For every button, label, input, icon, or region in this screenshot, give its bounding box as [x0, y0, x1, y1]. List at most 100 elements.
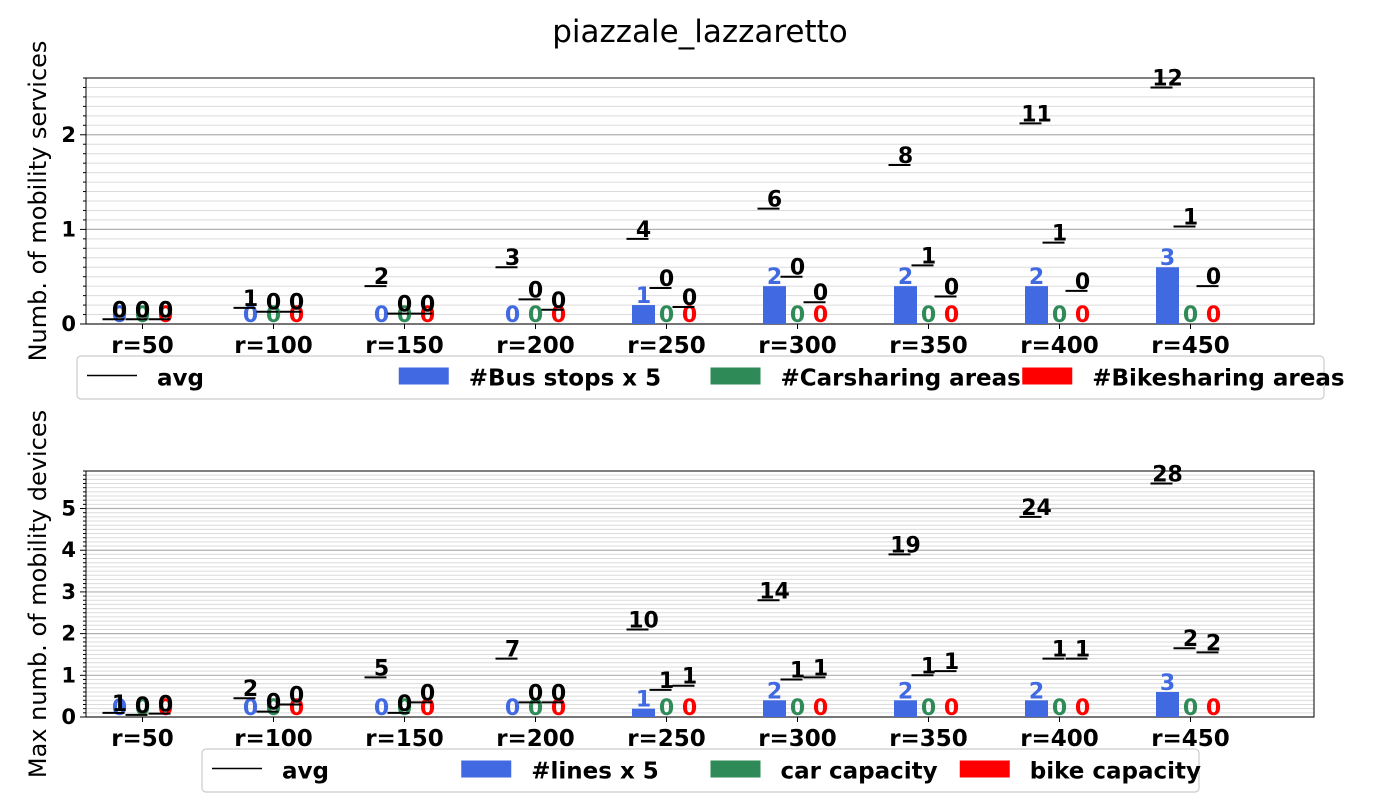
- legend-label: #Bus stops x 5: [469, 366, 661, 392]
- avg-value-label: 10: [628, 608, 659, 633]
- avg-value-label: 2: [243, 677, 258, 702]
- avg-value-label: 0: [551, 681, 566, 706]
- avg-value-label: 0: [420, 681, 435, 706]
- avg-value-label: 3: [505, 246, 520, 271]
- avg-value-label: 1: [243, 287, 258, 312]
- x-tick-label: r=250: [627, 726, 706, 752]
- y-tick-label: 2: [61, 123, 76, 147]
- avg-value-label: 8: [898, 144, 913, 169]
- x-tick-label: r=200: [496, 333, 575, 359]
- bar-value-label: 2: [767, 265, 782, 290]
- legend: avg #lines x 5 car capacity bike capacity: [201, 748, 1201, 793]
- bar: [1025, 286, 1048, 324]
- bar: [1025, 700, 1048, 717]
- y-tick-label: 5: [61, 497, 76, 521]
- legend-box: [76, 355, 1325, 400]
- bar-value-label: 0: [1052, 303, 1067, 328]
- x-tick-label: r=450: [1151, 726, 1230, 752]
- y-tick-label: 1: [61, 663, 76, 687]
- bar-value-label: 0: [528, 303, 543, 328]
- avg-value-label: 6: [767, 188, 782, 213]
- gridlines: [80, 77, 1314, 325]
- bar-value-label: 0: [289, 303, 304, 328]
- y-tick-label: 0: [61, 312, 76, 336]
- avg-value-label: 0: [289, 291, 304, 316]
- bar-value-label: 0: [1075, 696, 1090, 721]
- bar-value-label: 0: [112, 696, 127, 721]
- bar-value-label: 0: [397, 303, 412, 328]
- bar-value-label: 0: [1183, 303, 1198, 328]
- x-tick-label: r=50: [111, 333, 174, 359]
- bar-value-label: 1: [636, 688, 651, 713]
- bar: [1156, 267, 1179, 324]
- legend-label: avg: [157, 366, 204, 392]
- avg-value-label: 1: [1052, 222, 1067, 247]
- avg-value-label: 0: [551, 289, 566, 314]
- y-tick-label: 1: [61, 217, 76, 241]
- avg-value-label: 0: [135, 694, 150, 719]
- avg-value-label: 0: [1075, 270, 1090, 295]
- bar-value-label: 2: [767, 679, 782, 704]
- x-tick-label: r=250: [627, 333, 706, 359]
- avg-value-label: 4: [636, 218, 651, 243]
- bar-value-label: 2: [1029, 265, 1044, 290]
- bar-value-label: 0: [420, 303, 435, 328]
- figure-title: piazzale_lazzaretto: [552, 14, 848, 50]
- bar-value-label: 0: [682, 303, 697, 328]
- avg-value-label: 0: [1206, 265, 1221, 290]
- avg-value-label: 0: [266, 691, 281, 716]
- avg-value-label: 0: [528, 278, 543, 303]
- bar-value-label: 0: [397, 696, 412, 721]
- avg-value-label: 19: [890, 533, 921, 558]
- bar: [632, 305, 655, 324]
- legend-swatch: [959, 760, 1010, 778]
- avg-value-label: 2: [1183, 627, 1198, 652]
- avg-value-label: 0: [289, 683, 304, 708]
- bar-value-label: 0: [1183, 696, 1198, 721]
- bar-value-label: 2: [1029, 679, 1044, 704]
- avg-value-label: 0: [420, 293, 435, 318]
- avg-value-label: 24: [1021, 496, 1052, 521]
- x-tick-label: r=300: [758, 333, 837, 359]
- avg-value-label: 1: [1183, 206, 1198, 231]
- avg-value-label: 0: [266, 291, 281, 316]
- bar-value-label: 0: [944, 303, 959, 328]
- bar: [632, 708, 655, 717]
- avg-value-label: 2: [1206, 631, 1221, 656]
- legend-swatch: [1022, 367, 1073, 385]
- bar-value-label: 0: [505, 303, 520, 328]
- x-tick-label: r=350: [889, 726, 968, 752]
- bar-value-label: 0: [659, 696, 674, 721]
- avg-value-label: 1: [790, 658, 805, 683]
- avg-value-label: 0: [659, 267, 674, 292]
- bar-value-label: 0: [374, 303, 389, 328]
- bar-value-label: 1: [636, 284, 651, 309]
- legend-swatch: [710, 760, 761, 778]
- y-tick-label: 3: [61, 580, 76, 604]
- bar-value-label: 0: [243, 696, 258, 721]
- x-tick-label: r=350: [889, 333, 968, 359]
- x-tick-label: r=100: [234, 726, 313, 752]
- y-tick-label: 4: [61, 538, 76, 562]
- avg-value-label: 0: [790, 256, 805, 281]
- bar-value-label: 0: [682, 696, 697, 721]
- avg-value-label: 1: [112, 692, 127, 717]
- bar-value-label: 0: [266, 303, 281, 328]
- plot-frame: [85, 77, 1315, 325]
- avg-value-label: 1: [1075, 638, 1090, 663]
- x-tick-label: r=450: [1151, 333, 1230, 359]
- bar: [894, 700, 917, 717]
- bar-value-label: 0: [659, 303, 674, 328]
- bar-value-label: 0: [266, 696, 281, 721]
- x-tick-label: r=400: [1020, 726, 1099, 752]
- bar-value-label: 0: [1206, 696, 1221, 721]
- legend-box: [201, 748, 1200, 793]
- legend-swatch: [710, 367, 761, 385]
- legend-label: #Bikesharing areas: [1092, 366, 1344, 392]
